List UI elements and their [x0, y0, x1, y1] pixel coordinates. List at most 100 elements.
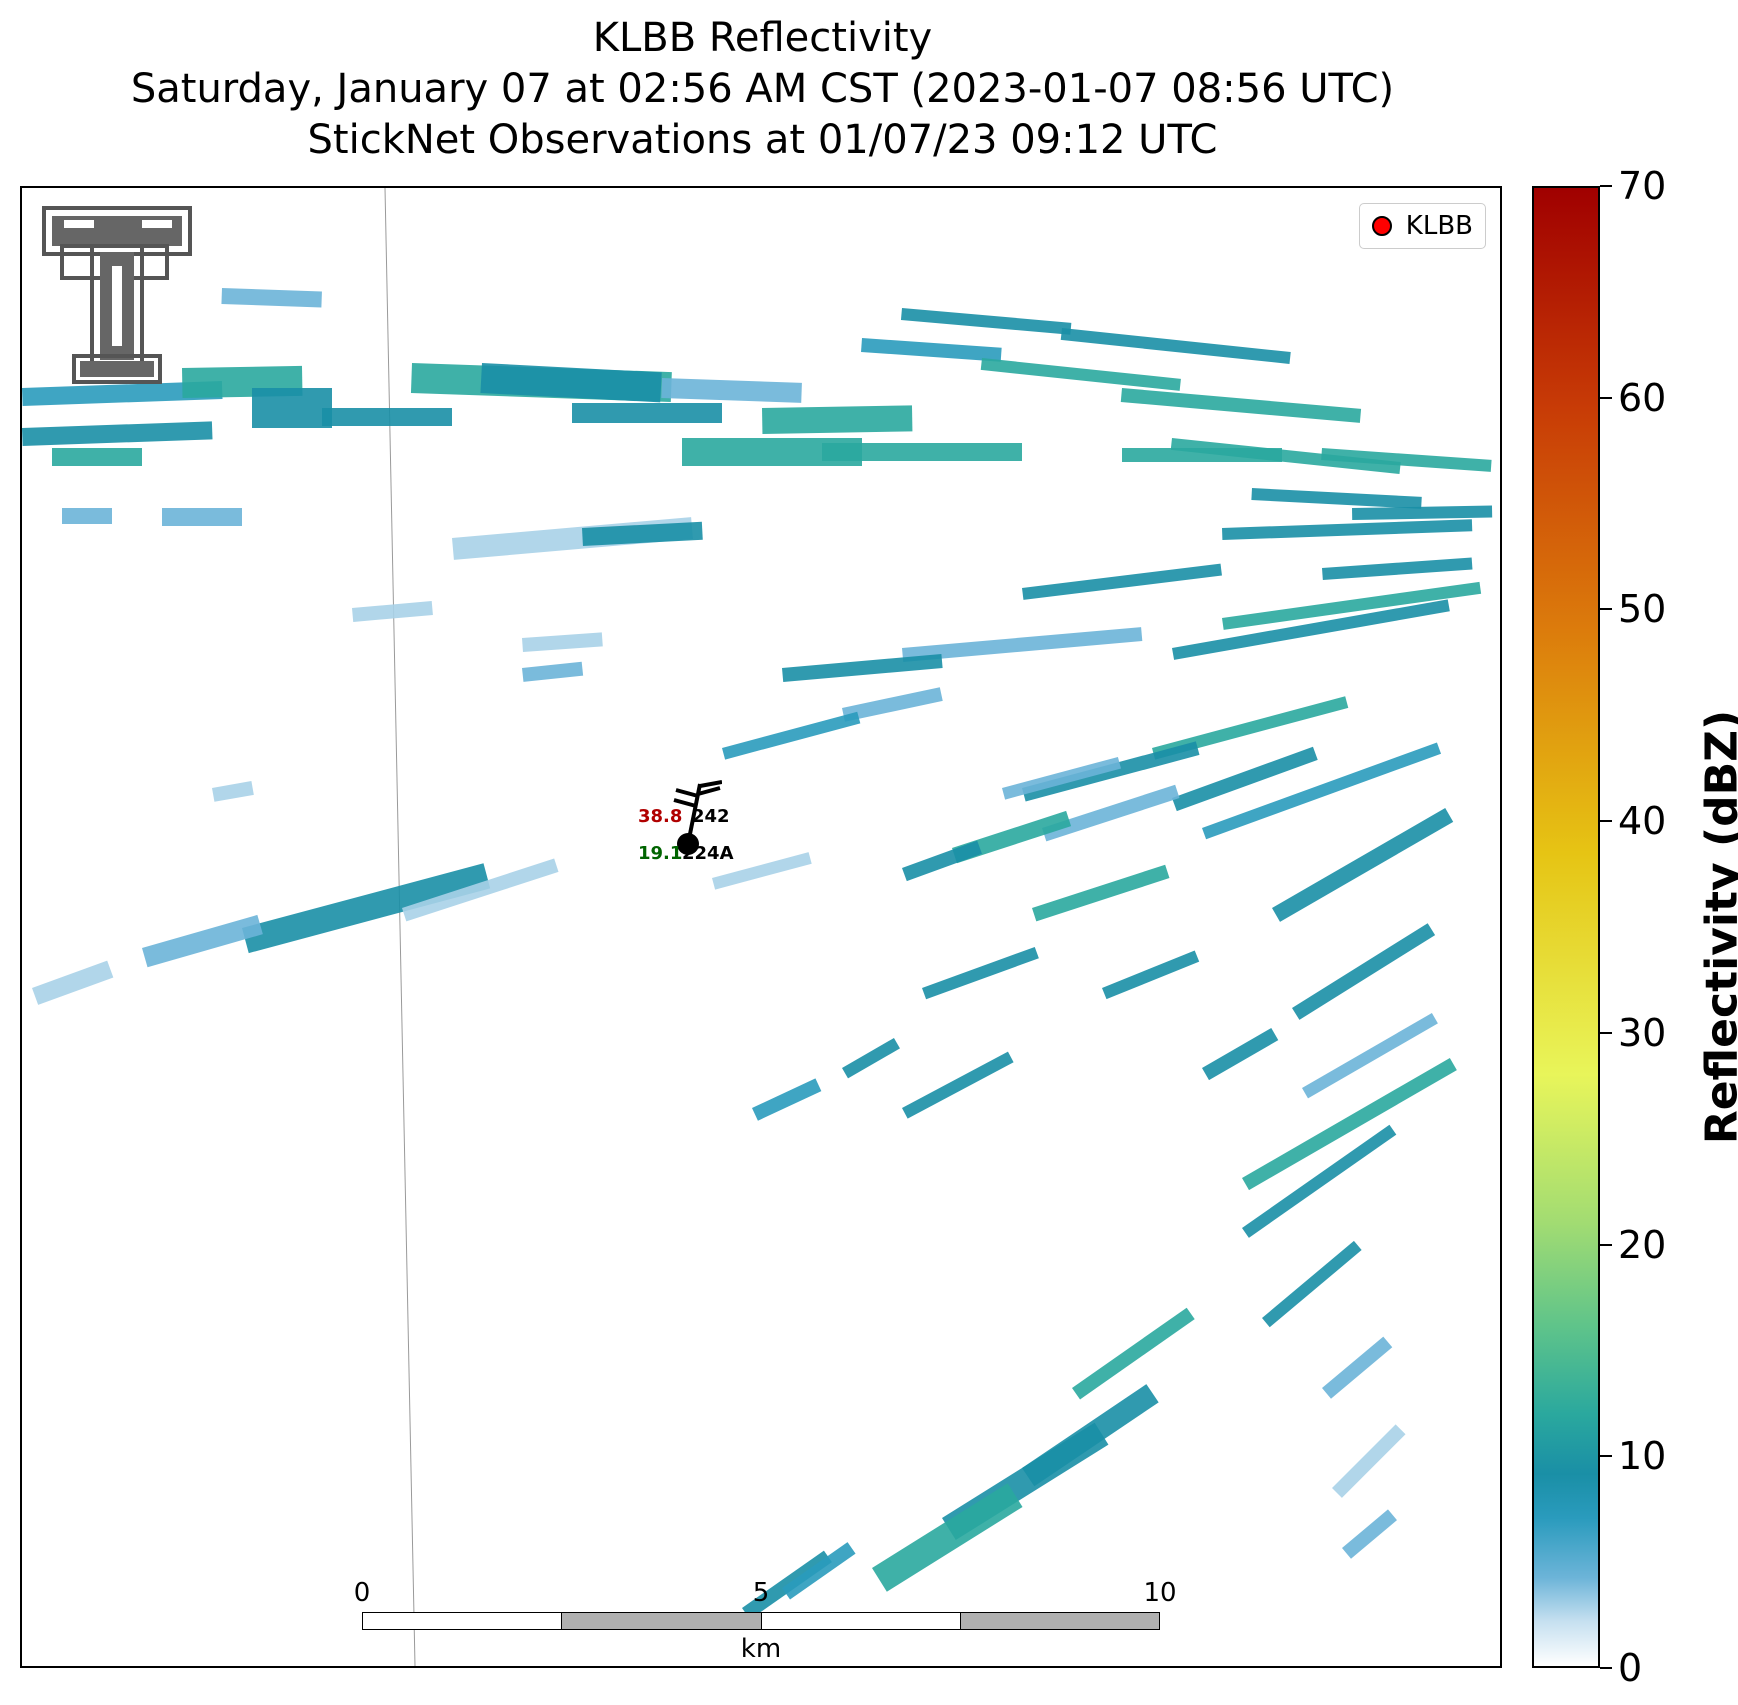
county-boundary [384, 188, 416, 1666]
title-observations: StickNet Observations at 01/07/23 09:12 … [307, 117, 1218, 163]
echo-cell [522, 661, 584, 682]
echo-cell [52, 448, 142, 466]
colorbar [1532, 186, 1600, 1668]
echo-cell [1302, 1013, 1438, 1099]
echo-cell [1022, 563, 1222, 600]
echo-cell [661, 377, 802, 403]
scale-tick-10: 10 [1143, 1578, 1177, 1608]
echo-cell [221, 288, 322, 308]
echo-cell [1321, 448, 1492, 472]
echo-cell [22, 381, 223, 406]
echo-cell [1242, 1058, 1457, 1191]
echo-cell [1202, 1028, 1279, 1081]
colorbar-tick-label: 70 [1618, 164, 1667, 208]
echo-cell [322, 408, 452, 426]
echo-cell [1222, 581, 1482, 630]
echo-cell [1060, 328, 1291, 364]
reflectivity-layer [22, 188, 1493, 1666]
echo-cell [782, 1542, 856, 1600]
title-time: Saturday, January 07 at 02:56 AM CST (20… [130, 66, 1395, 112]
echo-cell [842, 1038, 900, 1079]
scale-tick-5: 5 [752, 1578, 770, 1608]
echo-cell [861, 338, 1002, 362]
echo-cell [572, 403, 722, 423]
echo-cell [1031, 864, 1170, 922]
echo-cell [761, 405, 913, 434]
klbb-marker-icon [1371, 216, 1392, 236]
colorbar-tick-label: 50 [1618, 587, 1667, 632]
echo-cell [782, 654, 943, 682]
echo-cell [22, 421, 213, 446]
colorbar-tick-mark [1600, 820, 1612, 823]
echo-cell [902, 840, 982, 882]
echo-cell [872, 1483, 1023, 1592]
echo-cell [212, 781, 254, 802]
texas-tech-logo-icon [42, 206, 192, 384]
station-value-224a: 19.1 [638, 843, 683, 864]
colorbar-tick-label: 10 [1618, 1434, 1667, 1479]
echo-cell [1352, 505, 1493, 520]
echo-cell [1242, 1124, 1397, 1238]
colorbar-tick-mark [1600, 396, 1612, 399]
echo-cell [62, 508, 112, 524]
echo-cell [822, 443, 1022, 461]
scale-unit: km [740, 1634, 782, 1664]
echo-cell [1122, 448, 1282, 462]
echo-cell [1292, 923, 1436, 1020]
echo-cell [1102, 950, 1200, 1000]
echo-cell [162, 508, 242, 526]
colorbar-tick-label: 0 [1618, 1646, 1643, 1690]
echo-cell [1222, 519, 1473, 540]
echo-cell [1251, 488, 1422, 509]
wind-barb-icon [673, 780, 722, 855]
echo-cell [901, 1051, 1014, 1119]
echo-cell [1322, 1336, 1393, 1399]
echo-cell [352, 601, 433, 622]
echo-cell [1001, 756, 1122, 800]
map-legend: KLBB [1358, 203, 1486, 249]
echo-cell [252, 388, 332, 428]
echo-cell [142, 914, 263, 968]
echo-cell [722, 711, 861, 760]
legend-label: KLBB [1405, 211, 1473, 241]
radar-map[interactable]: KLBB 38.8 242 19.1 224A [20, 186, 1502, 1668]
echo-cell [1022, 1384, 1159, 1487]
scale-bar [362, 1612, 1160, 1630]
echo-cell [522, 632, 603, 652]
echo-cell [31, 960, 114, 1005]
colorbar-tick-mark [1600, 1455, 1612, 1458]
echo-cell [1120, 388, 1362, 423]
colorbar-tick-label: 60 [1618, 375, 1667, 420]
echo-cell [900, 308, 1072, 335]
echo-cell [1170, 437, 1401, 474]
echo-cell [1072, 1307, 1195, 1400]
echo-cell [752, 1078, 822, 1121]
echo-cell [952, 810, 1072, 864]
station-id-224a: 224A [682, 843, 734, 864]
title-radar: KLBB Reflectivity [592, 15, 933, 61]
colorbar-title: Reflectivity (dBZ) [1696, 709, 1738, 1145]
echo-cell [1021, 741, 1200, 802]
colorbar-tick-label: 40 [1618, 799, 1667, 844]
echo-cell [480, 363, 662, 403]
colorbar-tick-mark [1600, 1031, 1612, 1034]
colorbar-tick-mark [1600, 185, 1612, 187]
echo-cell [712, 852, 812, 890]
echo-cell [242, 863, 491, 954]
echo-cell [1342, 1509, 1397, 1559]
colorbar-tick-mark [1600, 1667, 1612, 1669]
echo-cell [921, 946, 1039, 1000]
colorbar-tick-mark [1600, 1243, 1612, 1246]
scale-tick-0: 0 [353, 1578, 371, 1608]
echo-cell [901, 627, 1143, 662]
echo-cell [1202, 742, 1442, 840]
colorbar-tick-mark [1600, 608, 1612, 611]
echo-cell [1262, 1240, 1362, 1328]
echo-cell [402, 858, 559, 922]
echo-cell [1172, 599, 1450, 660]
echo-cell [1321, 557, 1473, 580]
radar-echoes [22, 288, 1493, 1620]
station-value-242: 38.8 [638, 806, 683, 827]
echo-cell [582, 521, 703, 546]
station-id-242: 242 [692, 806, 730, 827]
